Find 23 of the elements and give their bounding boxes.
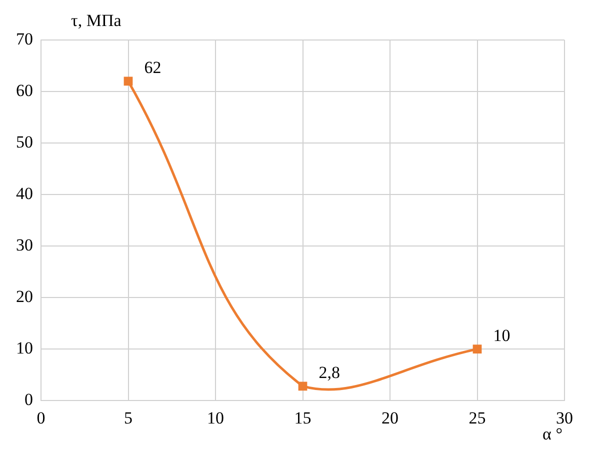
x-tick-label: 5 <box>124 408 132 428</box>
data-label: 62 <box>144 58 162 78</box>
x-tick-label: 0 <box>36 408 46 428</box>
y-tick-label: 50 <box>16 132 33 152</box>
point <box>124 76 133 86</box>
point <box>472 344 482 354</box>
y-tick-label: 10 <box>16 338 33 358</box>
data-label: 2,8 <box>318 363 340 382</box>
x-tick-label: 10 <box>207 408 224 428</box>
point <box>298 382 308 391</box>
y-axis-title: τ, МПа <box>71 10 122 30</box>
y-tick-label: 0 <box>24 390 33 410</box>
y-tick-label: 20 <box>16 287 33 306</box>
data-label: 10 <box>493 326 510 346</box>
x-tick-label: 20 <box>382 408 398 428</box>
y-tick-label: 40 <box>16 184 33 204</box>
x-tick-label: 30 <box>556 408 573 428</box>
x-tick-label: 15 <box>294 408 312 428</box>
y-tick-label: 30 <box>16 236 33 255</box>
x-axis-title: α ° <box>542 424 562 444</box>
y-tick-label: 60 <box>16 80 33 100</box>
x-tick-label: 25 <box>468 408 486 428</box>
y-tick-label: 70 <box>16 29 33 48</box>
